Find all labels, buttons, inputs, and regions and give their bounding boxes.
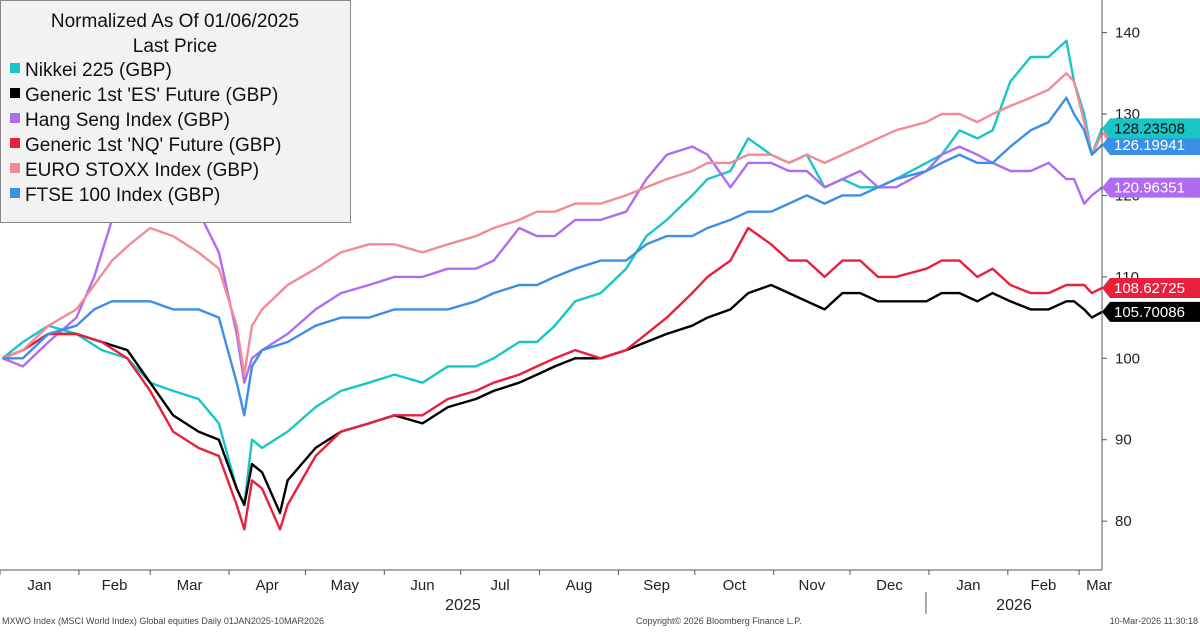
last-value-badge-shape-3 bbox=[1102, 278, 1200, 299]
legend-box bbox=[0, 0, 351, 223]
x-month-label-11: Dec bbox=[876, 577, 903, 594]
legend-label-0: Nikkei 225 (GBP) bbox=[25, 60, 172, 81]
x-month-label-10: Nov bbox=[799, 577, 826, 594]
x-month-label-6: Jul bbox=[491, 577, 510, 594]
x-month-label-1: Feb bbox=[102, 577, 128, 594]
x-month-label-12: Jan bbox=[956, 577, 980, 594]
legend-swatch-3 bbox=[10, 138, 20, 148]
x-month-label-7: Aug bbox=[566, 577, 593, 594]
legend-subtitle: Last Price bbox=[133, 36, 217, 57]
legend-swatch-2 bbox=[10, 113, 20, 123]
x-month-label-5: Jun bbox=[410, 577, 434, 594]
footer-timestamp: 10-Mar-2026 11:30:18 bbox=[1110, 616, 1198, 626]
x-month-label-9: Oct bbox=[723, 577, 747, 594]
x-month-label-4: May bbox=[331, 577, 360, 594]
legend-title: Normalized As Of 01/06/2025 bbox=[51, 11, 299, 32]
legend-label-3: Generic 1st 'NQ' Future (GBP) bbox=[25, 135, 281, 156]
y-tick-label-2: 100 bbox=[1115, 350, 1140, 367]
last-value-badge-text-2: 120.96351 bbox=[1114, 180, 1185, 197]
last-value-badge-text-3: 108.62725 bbox=[1114, 280, 1185, 297]
x-month-label-14: Mar bbox=[1086, 577, 1112, 594]
footer-copyright: Copyright© 2026 Bloomberg Finance L.P. bbox=[636, 616, 802, 626]
x-month-label-13: Feb bbox=[1031, 577, 1057, 594]
x-month-label-2: Mar bbox=[177, 577, 203, 594]
last-value-badge-0: 128.23508 bbox=[1102, 118, 1200, 139]
series-lines bbox=[1, 39, 1104, 531]
legend-label-2: Hang Seng Index (GBP) bbox=[25, 110, 230, 131]
last-value-badges: 127.59728126.19941128.23508120.96351108.… bbox=[1102, 118, 1200, 322]
last-value-badge-shape-5 bbox=[1102, 134, 1200, 155]
last-value-badge-text-0: 128.23508 bbox=[1114, 120, 1185, 137]
legend-label-1: Generic 1st 'ES' Future (GBP) bbox=[25, 85, 278, 106]
last-value-badge-text-5: 126.19941 bbox=[1114, 137, 1185, 154]
x-month-label-8: Sep bbox=[643, 577, 670, 594]
last-value-badge-3: 108.62725 bbox=[1102, 278, 1200, 299]
legend: Normalized As Of 01/06/2025 Last Price Nik… bbox=[0, 0, 351, 223]
last-value-badge-2: 120.96351 bbox=[1102, 177, 1200, 198]
x-month-label-0: Jan bbox=[27, 577, 51, 594]
last-value-badge-shape-0 bbox=[1102, 118, 1200, 139]
footer: MXWO Index (MSCI World Index) Global equ… bbox=[2, 616, 1198, 626]
legend-swatch-4 bbox=[10, 163, 20, 173]
series-line-4 bbox=[2, 72, 1104, 376]
last-value-badge-shape-1 bbox=[1102, 301, 1200, 322]
y-tick-label-1: 90 bbox=[1115, 432, 1132, 449]
series-line-0 bbox=[1, 39, 1104, 507]
x-year-label-0: 2025 bbox=[445, 597, 481, 614]
series-line-3 bbox=[2, 226, 1103, 531]
last-value-badge-text-1: 105.70086 bbox=[1114, 304, 1185, 321]
legend-label-5: FTSE 100 Index (GBP) bbox=[25, 185, 220, 206]
legend-swatch-1 bbox=[10, 88, 20, 98]
y-tick-label-0: 80 bbox=[1115, 513, 1132, 530]
legend-swatch-5 bbox=[10, 188, 20, 198]
last-value-badge-5: 126.19941 bbox=[1102, 134, 1200, 155]
series-line-2 bbox=[2, 145, 1103, 384]
last-value-badge-shape-2 bbox=[1102, 177, 1200, 198]
footer-source: MXWO Index (MSCI World Index) Global equ… bbox=[2, 616, 324, 626]
legend-label-4: EURO STOXX Index (GBP) bbox=[25, 160, 259, 181]
series-line-5 bbox=[2, 96, 1103, 417]
x-month-label-3: Apr bbox=[256, 577, 279, 594]
y-tick-label-6: 140 bbox=[1115, 25, 1140, 42]
x-year-label-1: 2026 bbox=[996, 597, 1032, 614]
legend-swatch-0 bbox=[10, 63, 20, 73]
last-value-badge-1: 105.70086 bbox=[1102, 301, 1200, 322]
